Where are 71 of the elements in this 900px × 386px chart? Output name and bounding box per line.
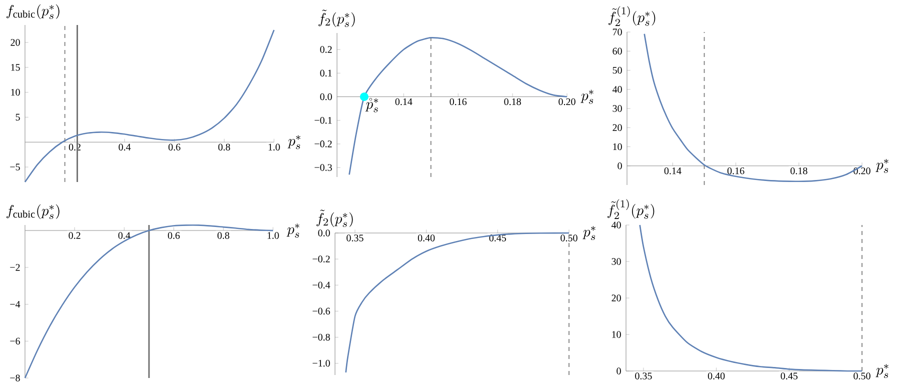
x-tick-label: 0.6 <box>168 232 180 239</box>
x-tick-label: 0.16 <box>450 98 467 106</box>
x-tick-label: 0.2 <box>68 232 80 239</box>
y-tick-label: 10 <box>11 88 20 96</box>
x-tick-label: 0.14 <box>395 98 412 106</box>
x-tick-label: 0.50 <box>560 234 578 242</box>
y-tick-label: −0.2 <box>314 140 332 148</box>
y-tick-label: −0.1 <box>314 116 332 124</box>
y-tick-label: 20 <box>612 124 622 132</box>
x-axis-title: $p_s^*$ <box>580 90 594 104</box>
x-tick-label: 0.16 <box>727 167 744 174</box>
x-tick-label: 0.40 <box>708 372 725 380</box>
x-axis-title: $p_s^*$ <box>876 158 888 173</box>
y-tick-label: −0.6 <box>312 308 330 315</box>
y-tick-label: −1.0 <box>312 360 330 367</box>
y-tick-label: 30 <box>612 258 621 265</box>
y-tick-label: 0.0 <box>320 93 332 100</box>
x-axis-title: $p_s^*$ <box>286 224 300 238</box>
y-axis-title: $\tilde{f}_2(p_s^*)$ <box>318 10 355 28</box>
y-axis-title: $\tilde{f}_2(p_s^*)$ <box>316 210 353 228</box>
y-axis-title: $f_{\mathrm{cubic}}(p_s^*)$ <box>6 204 60 220</box>
y-tick-label: 5 <box>16 114 20 121</box>
y-tick-label: 40 <box>612 86 622 93</box>
y-tick-label: 30 <box>612 105 622 112</box>
x-tick-label: 0.4 <box>118 232 130 239</box>
y-tick-label: 0 <box>618 162 622 170</box>
y-tick-label: 60 <box>612 48 622 55</box>
x-tick-label: 0.40 <box>418 234 435 242</box>
y-tick-label: −0.4 <box>312 282 330 289</box>
x-axis-title: $p_s^*$ <box>288 135 300 150</box>
y-tick-label: 20 <box>612 294 621 302</box>
y-tick-label: 15 <box>11 64 20 71</box>
x-tick-label: 0.8 <box>218 144 230 151</box>
y-tick-label: 20 <box>10 39 20 46</box>
y-tick-label: 10 <box>612 331 621 338</box>
x-tick-label: 0.8 <box>218 232 230 239</box>
y-axis-title: $\tilde{f}_2^{(1)}(p_s^*)$ <box>608 6 656 26</box>
y-tick-label: 0.0 <box>318 230 330 236</box>
x-tick-label: 1.0 <box>268 144 280 151</box>
y-axis-title: $\tilde{f}_2^{(1)}(p_s^*)$ <box>607 199 654 219</box>
x-tick-label: 0.20 <box>558 98 576 106</box>
x-tick-label: 0.50 <box>854 372 870 380</box>
y-tick-label: 10 <box>613 143 622 150</box>
x-tick-label: 0.20 <box>854 167 870 174</box>
y-tick-label: 0 <box>616 368 621 374</box>
x-tick-label: 0.18 <box>504 98 521 106</box>
x-tick-label: 0.45 <box>780 372 798 380</box>
x-axis-title: $p_s^*$ <box>582 226 596 240</box>
x-tick-label: 0.4 <box>118 144 131 151</box>
y-tick-label: 70 <box>612 28 622 36</box>
y-tick-label: −0.2 <box>312 256 330 262</box>
y-tick-label: 0.2 <box>320 46 332 53</box>
x-tick-label: 0.35 <box>346 234 364 242</box>
y-tick-label: −6 <box>10 338 20 344</box>
y-tick-label: 40 <box>611 222 621 228</box>
y-axis-title: $f_{\mathrm{cubic}}(p_s^*)$ <box>6 4 60 20</box>
x-tick-label: 0.14 <box>664 167 682 174</box>
x-axis-title: $p_s^*$ <box>876 364 888 378</box>
y-tick-label: −0.8 <box>312 334 330 341</box>
y-tick-label: −4 <box>10 300 20 308</box>
y-tick-label: −8 <box>10 374 20 382</box>
y-tick-label: 50 <box>612 66 622 74</box>
y-tick-label: −5 <box>10 164 20 170</box>
y-tick-label: −0.3 <box>314 164 332 171</box>
x-tick-label: 0.18 <box>790 167 808 174</box>
x-tick-label: 0.35 <box>635 372 652 380</box>
x-tick-label: 0.6 <box>168 144 180 151</box>
y-tick-label: −2 <box>10 264 20 271</box>
y-tick-label: 0.1 <box>320 70 332 77</box>
x-tick-label: 1.0 <box>268 232 279 239</box>
annotation: $\mathring{p}_s^*$ <box>365 98 378 112</box>
